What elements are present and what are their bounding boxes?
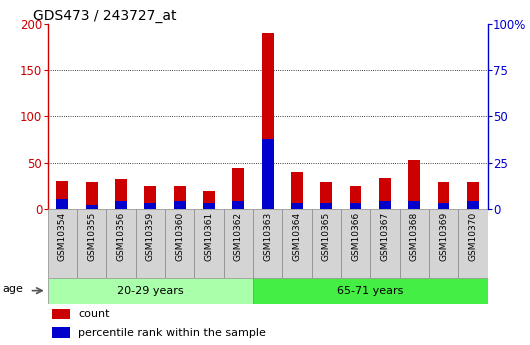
Text: age: age <box>2 284 23 294</box>
Bar <box>291 172 303 209</box>
Text: GSM10363: GSM10363 <box>263 212 272 262</box>
Bar <box>52 309 69 319</box>
Bar <box>438 182 449 209</box>
Bar <box>438 203 449 209</box>
Bar <box>467 201 479 209</box>
Bar <box>341 209 370 278</box>
Bar <box>409 160 420 209</box>
Bar <box>203 203 215 209</box>
Bar <box>48 278 253 304</box>
Bar <box>262 33 273 209</box>
Bar <box>195 209 224 278</box>
Bar <box>291 203 303 209</box>
Bar <box>57 199 68 209</box>
Text: GSM10362: GSM10362 <box>234 212 243 261</box>
Bar <box>379 201 391 209</box>
Bar <box>312 209 341 278</box>
Bar <box>86 205 98 209</box>
Bar <box>86 182 98 209</box>
Text: GSM10359: GSM10359 <box>146 212 155 262</box>
Bar <box>115 201 127 209</box>
Text: count: count <box>78 309 110 319</box>
Bar <box>57 181 68 209</box>
Text: GSM10366: GSM10366 <box>351 212 360 262</box>
Text: GSM10365: GSM10365 <box>322 212 331 262</box>
Bar <box>174 201 185 209</box>
Bar <box>48 209 77 278</box>
Bar <box>379 178 391 209</box>
Bar <box>458 209 488 278</box>
Bar <box>233 201 244 209</box>
Text: GSM10354: GSM10354 <box>58 212 67 261</box>
Bar <box>145 203 156 209</box>
Text: GSM10368: GSM10368 <box>410 212 419 262</box>
Text: GSM10370: GSM10370 <box>469 212 478 262</box>
Text: GSM10361: GSM10361 <box>205 212 214 262</box>
Bar <box>52 327 69 337</box>
Bar <box>115 179 127 209</box>
Bar <box>224 209 253 278</box>
Text: 20-29 years: 20-29 years <box>117 286 184 296</box>
Bar <box>145 186 156 209</box>
Bar <box>253 278 488 304</box>
Text: GSM10360: GSM10360 <box>175 212 184 262</box>
Bar <box>467 182 479 209</box>
Bar <box>203 191 215 209</box>
Bar <box>350 203 361 209</box>
Text: percentile rank within the sample: percentile rank within the sample <box>78 328 267 337</box>
Bar <box>253 209 282 278</box>
Text: GSM10367: GSM10367 <box>381 212 390 262</box>
Bar <box>409 201 420 209</box>
Bar <box>321 182 332 209</box>
Text: GSM10364: GSM10364 <box>293 212 302 261</box>
Bar <box>400 209 429 278</box>
Bar <box>370 209 400 278</box>
Text: 65-71 years: 65-71 years <box>337 286 403 296</box>
Bar <box>262 139 273 209</box>
Bar <box>321 203 332 209</box>
Bar <box>107 209 136 278</box>
Bar <box>77 209 107 278</box>
Bar <box>136 209 165 278</box>
Text: GSM10356: GSM10356 <box>117 212 126 262</box>
Text: GSM10369: GSM10369 <box>439 212 448 262</box>
Bar <box>174 186 185 209</box>
Text: GSM10355: GSM10355 <box>87 212 96 262</box>
Bar <box>165 209 195 278</box>
Bar <box>350 186 361 209</box>
Bar <box>233 168 244 209</box>
Bar <box>429 209 458 278</box>
Bar <box>282 209 312 278</box>
Text: GDS473 / 243727_at: GDS473 / 243727_at <box>33 9 177 23</box>
